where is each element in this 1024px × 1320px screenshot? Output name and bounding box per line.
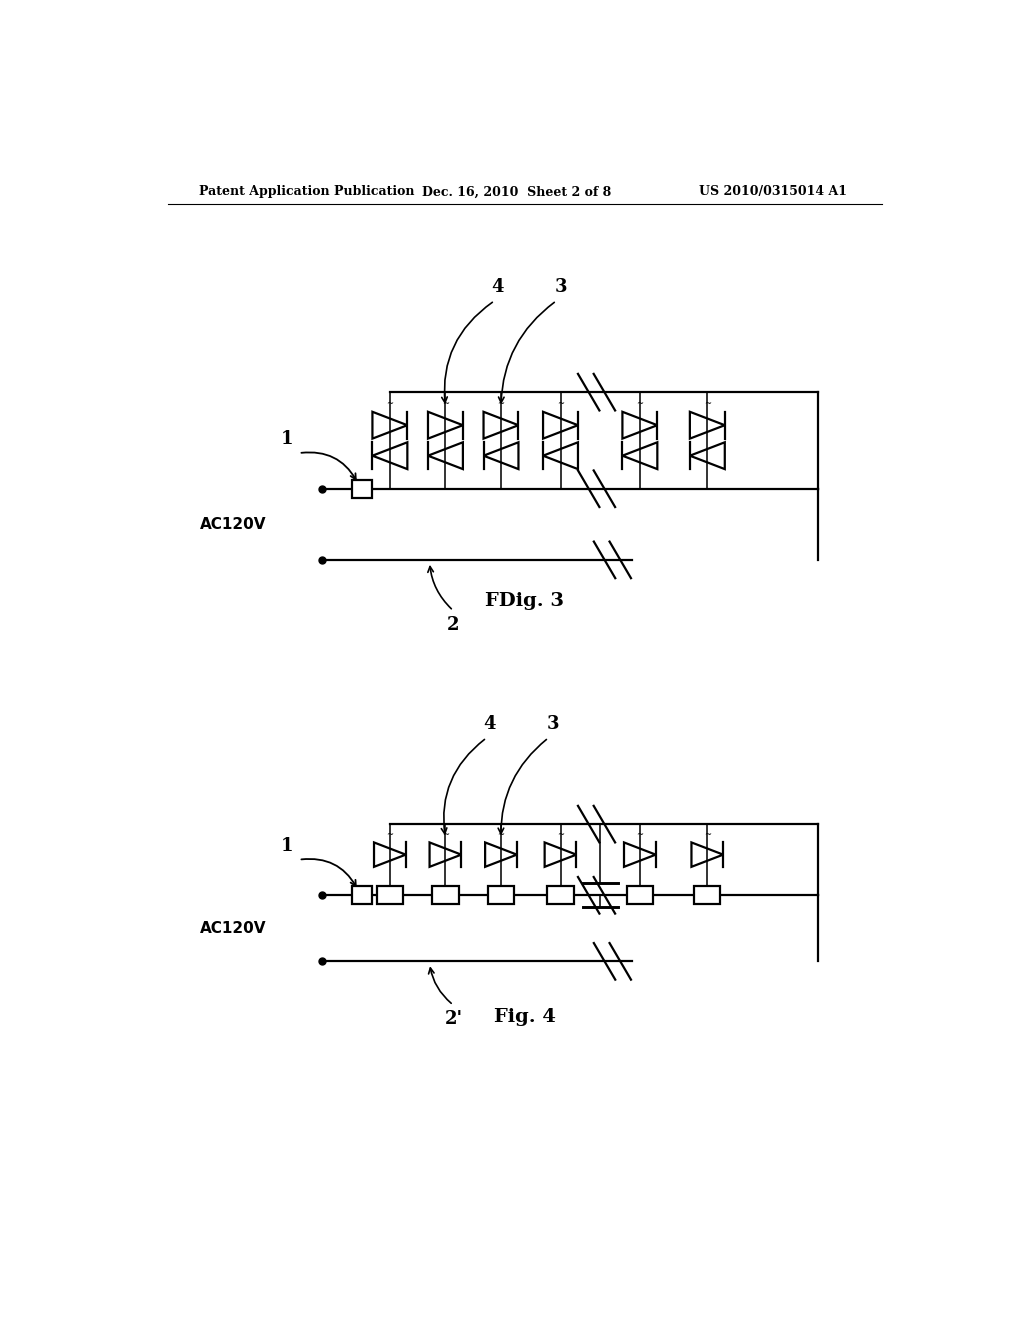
Bar [548, 886, 573, 904]
Bar [352, 479, 372, 498]
Text: 2: 2 [447, 616, 460, 634]
Text: ~: ~ [386, 830, 393, 840]
Bar [432, 886, 459, 904]
Text: US 2010/0315014 A1: US 2010/0315014 A1 [699, 185, 848, 198]
Text: ~: ~ [442, 830, 449, 840]
Text: 4: 4 [483, 714, 496, 733]
Text: ~: ~ [498, 400, 505, 408]
Text: 4: 4 [490, 277, 503, 296]
Text: ~: ~ [703, 830, 711, 840]
Text: 1: 1 [281, 430, 293, 447]
Text: 3: 3 [554, 277, 566, 296]
Text: 2': 2' [444, 1010, 463, 1028]
Text: ~: ~ [636, 830, 643, 840]
Text: Patent Application Publication: Patent Application Publication [200, 185, 415, 198]
Bar [627, 886, 653, 904]
Text: ~: ~ [557, 400, 564, 408]
Bar [487, 886, 514, 904]
Bar [694, 886, 721, 904]
Text: ~: ~ [703, 400, 711, 408]
Bar [377, 886, 403, 904]
Text: ~: ~ [557, 830, 564, 840]
Text: ~: ~ [442, 400, 449, 408]
Text: ~: ~ [386, 400, 393, 408]
Text: AC120V: AC120V [200, 517, 266, 532]
Text: 1: 1 [281, 837, 293, 854]
Text: ~: ~ [636, 400, 643, 408]
Text: ~: ~ [498, 830, 505, 840]
Text: 3: 3 [547, 714, 559, 733]
Text: Fig. 4: Fig. 4 [494, 1008, 556, 1026]
Text: Dec. 16, 2010  Sheet 2 of 8: Dec. 16, 2010 Sheet 2 of 8 [422, 185, 611, 198]
Text: AC120V: AC120V [200, 921, 266, 936]
Bar [352, 886, 372, 904]
Text: FDig. 3: FDig. 3 [485, 591, 564, 610]
